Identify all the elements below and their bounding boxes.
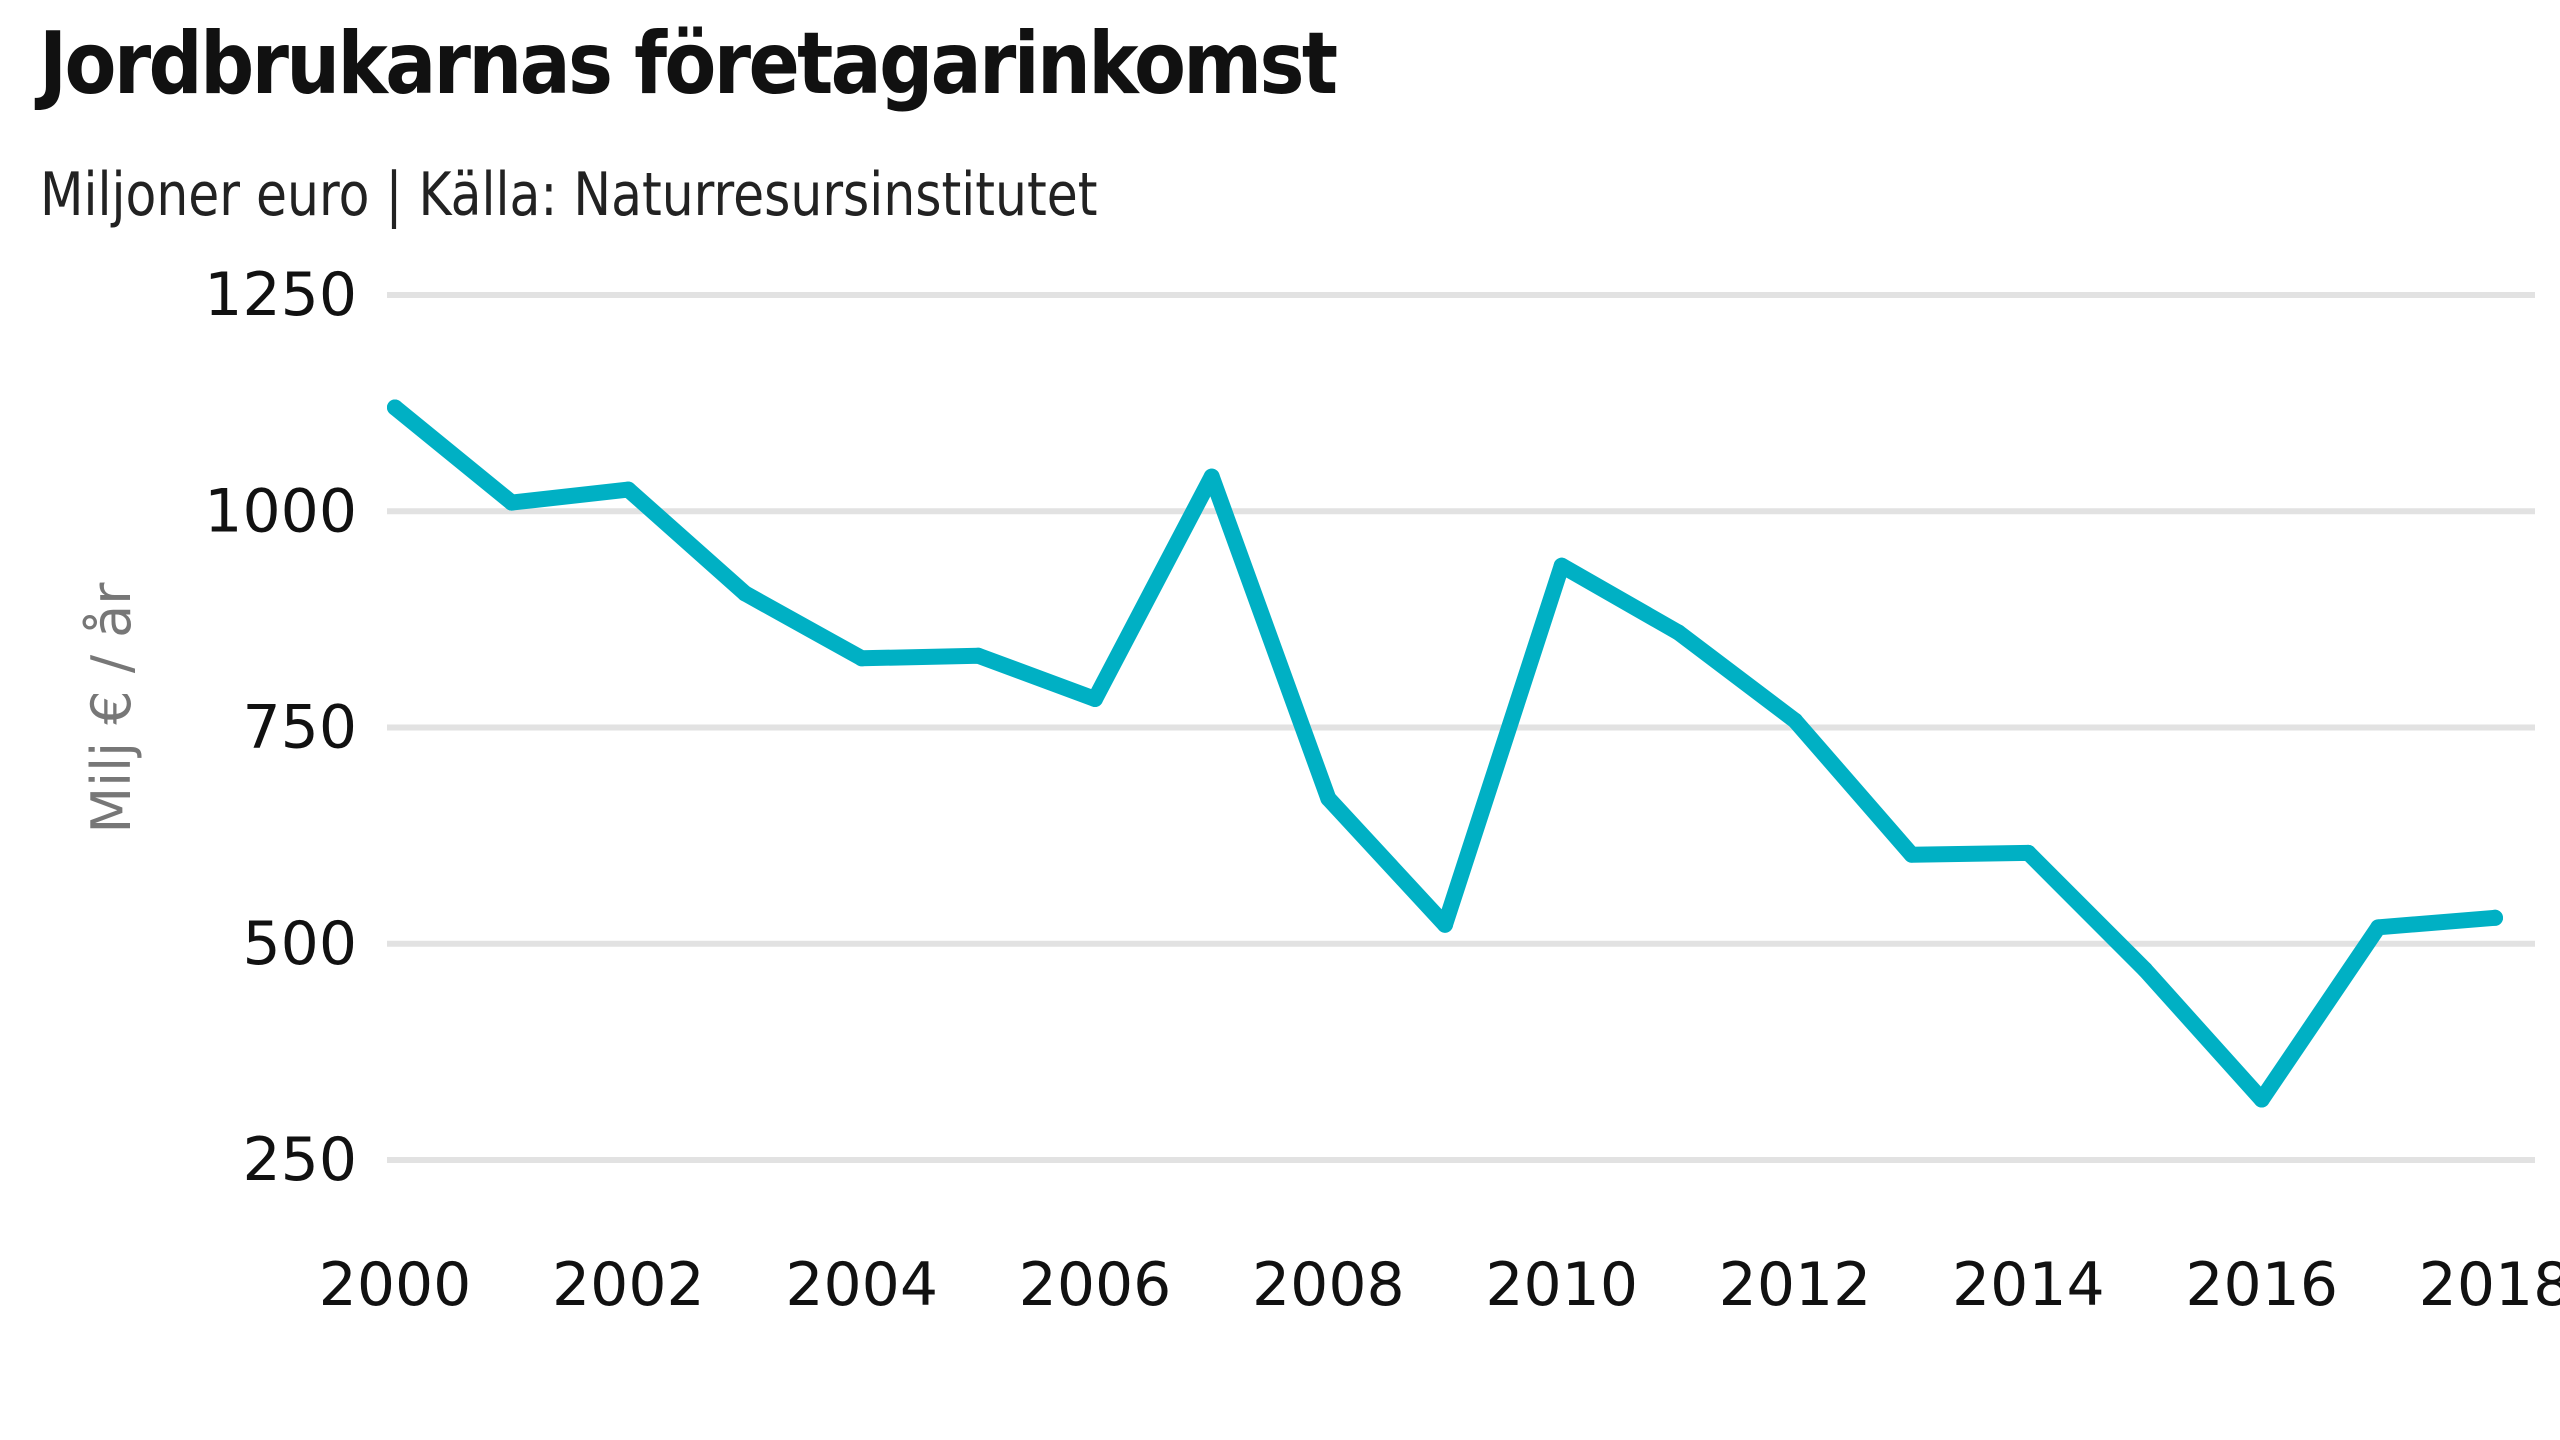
x-tick-label: 2002 bbox=[552, 1250, 705, 1320]
data-point bbox=[1553, 557, 1570, 574]
data-point bbox=[620, 481, 637, 498]
data-point bbox=[853, 650, 870, 667]
data-point bbox=[2020, 844, 2037, 861]
data-point bbox=[1903, 846, 1920, 863]
y-tick-label: 750 bbox=[242, 693, 357, 763]
data-point bbox=[503, 494, 520, 511]
data-point bbox=[2253, 1091, 2270, 1108]
x-tick-label: 2010 bbox=[1485, 1250, 1638, 1320]
x-tick-label: 2012 bbox=[1719, 1250, 1872, 1320]
x-tick-label: 2006 bbox=[1019, 1250, 1172, 1320]
y-tick-label: 1000 bbox=[204, 476, 357, 546]
data-point bbox=[2487, 909, 2503, 926]
y-axis-label: Milj € / år bbox=[80, 582, 143, 834]
data-point bbox=[2370, 919, 2387, 936]
data-point bbox=[1670, 624, 1687, 641]
gridlines bbox=[387, 292, 2535, 1163]
chart-subtitle: Miljoner euro | Källa: Naturresursinstit… bbox=[40, 160, 1098, 230]
data-point bbox=[1320, 790, 1337, 807]
x-tick-label: 2014 bbox=[1952, 1250, 2105, 1320]
x-axis-ticks: 2000 2002 2004 2006 2008 2010 2012 2014 2016 2018 bbox=[319, 1250, 2560, 1320]
data-point bbox=[1787, 712, 1803, 729]
x-tick-label: 2016 bbox=[2185, 1250, 2338, 1320]
data-point bbox=[1203, 468, 1220, 485]
x-tick-label: 2000 bbox=[319, 1250, 472, 1320]
y-tick-label: 250 bbox=[242, 1125, 357, 1195]
data-point bbox=[970, 647, 987, 664]
data-point bbox=[387, 399, 403, 416]
y-axis-ticks: 250 500 750 1000 1250 bbox=[204, 260, 357, 1195]
data-point bbox=[737, 585, 753, 602]
data-point bbox=[1087, 690, 1103, 707]
x-tick-label: 2004 bbox=[785, 1250, 938, 1320]
data-point bbox=[2137, 961, 2153, 978]
x-tick-label: 2018 bbox=[2419, 1250, 2560, 1320]
y-tick-label: 500 bbox=[242, 909, 357, 979]
chart-title: Jordbrukarnas företagarinkomst bbox=[39, 14, 1338, 114]
y-tick-label: 1250 bbox=[204, 260, 357, 330]
x-tick-label: 2008 bbox=[1252, 1250, 1405, 1320]
data-point bbox=[1437, 916, 1453, 933]
series-layer bbox=[387, 399, 2503, 1108]
